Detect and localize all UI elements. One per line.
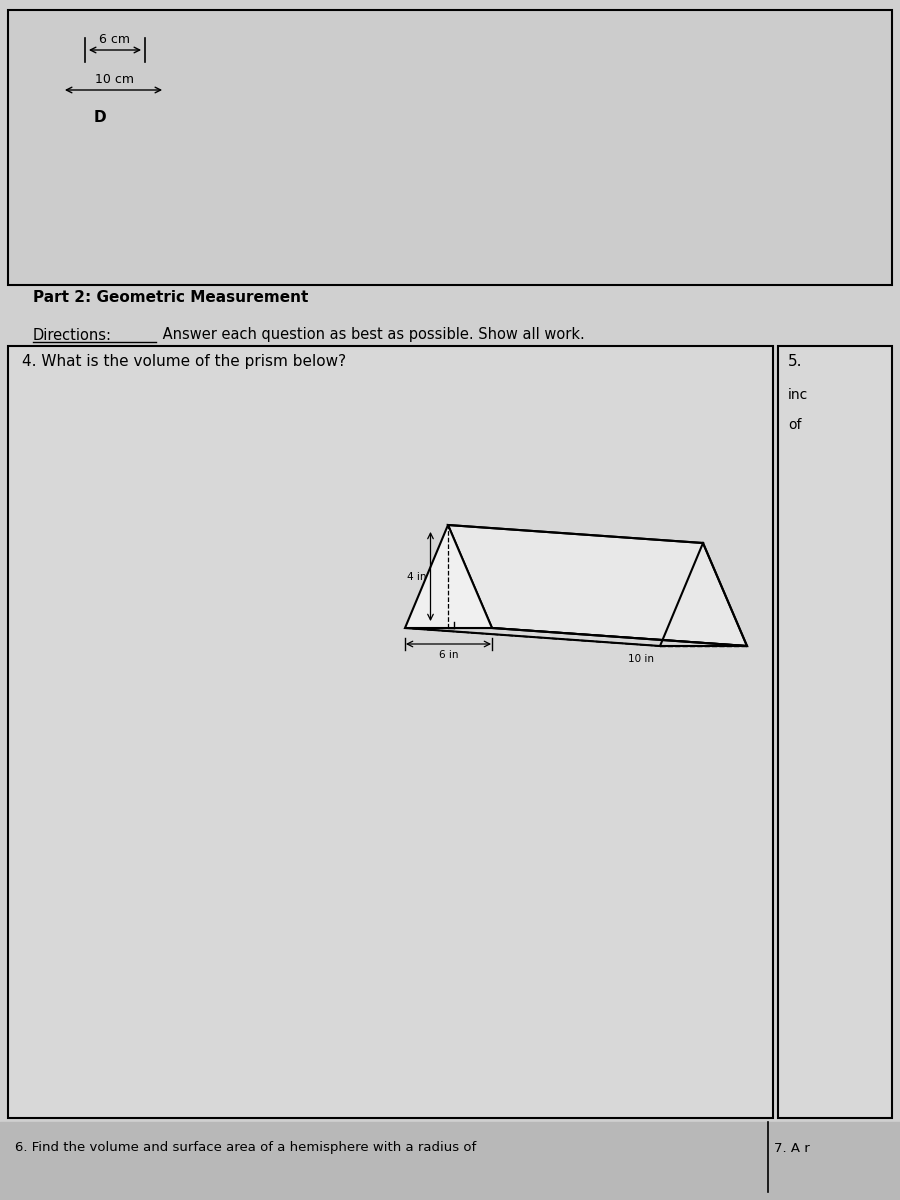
Text: Directions:: Directions: [33, 328, 112, 342]
Text: inc: inc [788, 388, 808, 402]
FancyBboxPatch shape [8, 346, 773, 1118]
FancyBboxPatch shape [778, 346, 892, 1118]
Text: 5.: 5. [788, 354, 803, 370]
Polygon shape [448, 526, 747, 646]
FancyBboxPatch shape [8, 10, 892, 284]
Text: 10 cm: 10 cm [95, 73, 134, 86]
Text: 6. Find the volume and surface area of a hemisphere with a radius of: 6. Find the volume and surface area of a… [15, 1141, 476, 1154]
Text: 6 cm: 6 cm [100, 32, 130, 46]
Text: 10 in: 10 in [627, 654, 653, 664]
Text: 4. What is the volume of the prism below?: 4. What is the volume of the prism below… [22, 354, 346, 370]
Text: of: of [788, 418, 802, 432]
Text: Answer each question as best as possible. Show all work.: Answer each question as best as possible… [158, 328, 585, 342]
Text: 6 in: 6 in [438, 650, 458, 660]
Text: D: D [94, 110, 106, 126]
Text: Part 2: Geometric Measurement: Part 2: Geometric Measurement [33, 290, 309, 306]
Text: 7. A r: 7. A r [774, 1141, 810, 1154]
Polygon shape [405, 628, 747, 646]
Text: 4 in: 4 in [407, 571, 427, 582]
Polygon shape [405, 526, 492, 628]
